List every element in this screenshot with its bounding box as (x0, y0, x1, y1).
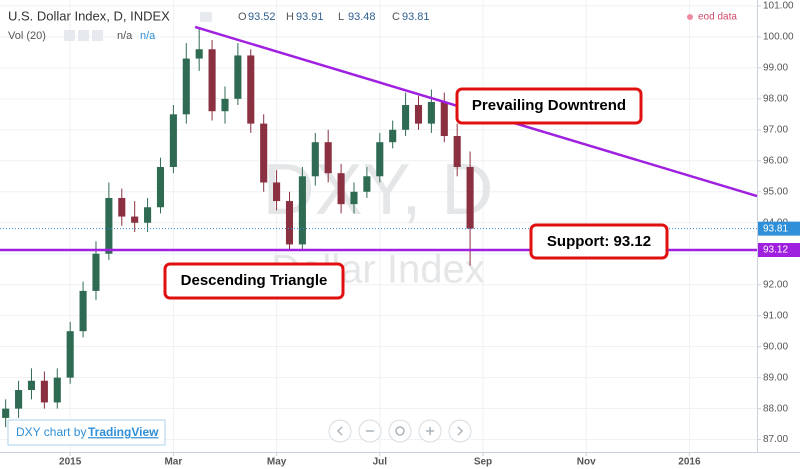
y-tick-label: 99.00 (763, 62, 788, 73)
x-tick-label: Jul (373, 457, 388, 468)
source-dot (687, 14, 693, 20)
y-tick-label: 88.00 (763, 403, 788, 414)
x-tick-label: Mar (164, 457, 182, 468)
callout-box (455, 87, 643, 125)
volume-icon[interactable] (78, 30, 89, 41)
candle-body (337, 173, 345, 205)
y-tick-label: 89.00 (763, 372, 788, 383)
candle-body (40, 380, 48, 403)
candle-body (466, 166, 474, 229)
candle-body (105, 197, 113, 254)
reset[interactable] (388, 419, 412, 443)
candle-body (79, 290, 87, 332)
candle-body (156, 166, 165, 208)
candle-body (440, 101, 448, 137)
ohlc-label: L (338, 11, 344, 23)
y-tick-label: 101.00 (763, 1, 794, 12)
ohlc-label: C (392, 11, 400, 23)
candle-body (247, 55, 255, 124)
last-price-label: 93.81 (763, 223, 788, 234)
candle-body (285, 201, 294, 245)
candle-body (260, 123, 268, 183)
y-tick-label: 98.00 (763, 93, 788, 104)
ohlc-label: O (238, 11, 247, 23)
x-tick-label: Sep (474, 457, 492, 468)
candle-body (273, 182, 281, 202)
y-tick-label: 90.00 (763, 341, 788, 352)
ohlc-value: 93.91 (296, 11, 324, 23)
x-tick-label: 2015 (59, 457, 82, 468)
ohlc-value: 93.48 (348, 11, 376, 23)
candle-body (92, 253, 100, 291)
settings-icon[interactable] (200, 12, 212, 22)
credit-box (7, 419, 166, 446)
candle-body (234, 55, 242, 99)
candle-body (144, 207, 152, 223)
callout-text: Prevailing Downtrend (472, 97, 626, 114)
volume-value: n/a (117, 30, 133, 42)
y-tick-label: 87.00 (763, 434, 788, 445)
data-source: eod data (698, 12, 737, 23)
candle-body (427, 101, 435, 124)
candle-body (66, 331, 74, 378)
candle-body (169, 114, 177, 167)
scroll-left[interactable] (328, 419, 352, 443)
candle-body (53, 377, 61, 403)
callout-box (163, 262, 345, 300)
support-label: 93.12 (763, 245, 788, 256)
scroll-right[interactable] (448, 419, 472, 443)
credit-link[interactable]: TradingView (88, 425, 159, 439)
y-tick-label: 97.00 (763, 124, 788, 135)
candle-body (311, 142, 319, 177)
callout-text: Descending Triangle (181, 272, 328, 289)
x-tick-label: May (267, 457, 287, 468)
candle-body (15, 390, 23, 409)
volume-value: n/a (140, 30, 156, 42)
credit-text: DXY chart by (16, 425, 86, 439)
nav-icons (336, 426, 464, 436)
candle-body (27, 380, 36, 391)
volume-label: Vol (20) (8, 30, 46, 42)
x-tick-label: 2016 (678, 457, 701, 468)
last-price-badge (758, 221, 800, 236)
support-badge (758, 243, 800, 258)
callout-text: Support: 93.12 (547, 233, 651, 250)
callout-box (529, 223, 669, 260)
y-tick-label: 92.00 (763, 279, 788, 290)
candle-body (118, 197, 126, 217)
candle-body (376, 142, 384, 177)
y-tick-label: 96.00 (763, 155, 788, 166)
candle-body (208, 49, 216, 112)
y-tick-label: 95.00 (763, 186, 788, 197)
ohlc-label: H (286, 11, 294, 23)
candle-body (453, 136, 461, 167)
candle-body (363, 176, 371, 192)
candle-body (182, 58, 190, 115)
candle-body (350, 191, 358, 205)
x-tick-label: Nov (577, 457, 596, 468)
candle-body (389, 129, 397, 143)
y-tick-label: 100.00 (763, 32, 794, 43)
candle-body (221, 98, 229, 112)
volume-icon[interactable] (64, 30, 75, 41)
ohlc-value: 93.81 (402, 11, 430, 23)
volume-icon[interactable] (92, 30, 103, 41)
ohlc-value: 93.52 (248, 11, 276, 23)
candle-body (402, 105, 410, 130)
candle-body (195, 49, 203, 59)
candle-body (324, 142, 332, 174)
candle-body (2, 408, 10, 418)
y-tick-label: 91.00 (763, 310, 788, 321)
chart-title: U.S. Dollar Index, D, INDEX (8, 8, 170, 23)
candle-body (298, 176, 306, 245)
candle-body (414, 105, 423, 124)
candle-body (131, 216, 139, 223)
